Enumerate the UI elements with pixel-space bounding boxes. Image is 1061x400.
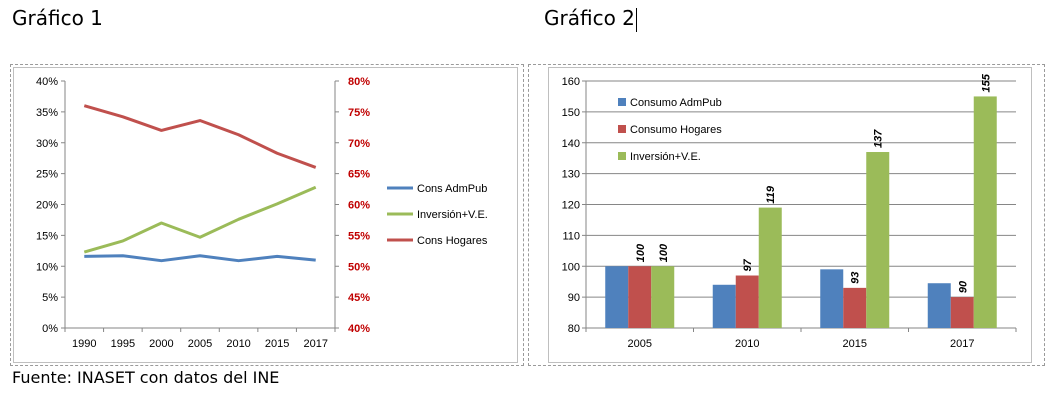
x-tick-label: 2010	[226, 338, 250, 350]
y-tick-label: 150	[562, 107, 580, 119]
legend-swatch	[618, 125, 626, 133]
y-right-tick-label: 60%	[348, 200, 370, 212]
bar-data-label: 100	[658, 243, 670, 262]
y-tick-label: 140	[562, 138, 580, 150]
bar	[651, 266, 675, 328]
text-cursor	[636, 8, 637, 32]
bar	[628, 266, 652, 328]
bar	[973, 96, 997, 328]
chart-1-heading: Gráfico 1	[12, 6, 103, 30]
x-tick-label: 2015	[843, 338, 867, 350]
y-tick-label: 80	[568, 323, 580, 335]
x-tick-label: 2005	[188, 338, 212, 350]
legend-label: Inversión+V.E.	[417, 209, 488, 221]
y-left-tick-label: 15%	[36, 230, 58, 242]
x-tick-label: 1990	[72, 338, 96, 350]
legend-label: Inversión+V.E.	[630, 151, 701, 163]
legend-label: Cons AdmPub	[417, 183, 487, 195]
chart-1-border	[13, 67, 518, 363]
bar	[843, 287, 867, 328]
bar-data-label: 90	[957, 280, 969, 293]
y-tick-label: 120	[562, 200, 580, 212]
y-tick-label: 130	[562, 169, 580, 181]
y-tick-label: 90	[568, 292, 580, 304]
bar	[866, 152, 890, 328]
y-right-tick-label: 40%	[348, 323, 370, 335]
y-left-tick-label: 5%	[42, 292, 58, 304]
source-note: Fuente: INASET con datos del INE	[12, 368, 280, 387]
series-line	[83, 185, 317, 254]
bar	[605, 266, 629, 328]
bar-chart: 80 90 100 110 120 130 140 150 160 2005 2010 2015 201…	[548, 67, 1032, 363]
y-left-tick-label: 10%	[36, 261, 58, 273]
x-tick-label: 2015	[265, 338, 289, 350]
bar-data-label: 97	[742, 258, 754, 271]
bar	[758, 207, 782, 328]
x-tick-label: 2010	[735, 338, 759, 350]
y-left-tick-label: 30%	[36, 138, 58, 150]
series-line	[84, 254, 316, 263]
y-right-tick-label: 45%	[348, 292, 370, 304]
y-left-tick-label: 0%	[42, 323, 58, 335]
y-left-tick-label: 25%	[36, 169, 58, 181]
y-right-tick-label: 50%	[348, 261, 370, 273]
bar	[735, 275, 759, 328]
y-tick-label: 160	[562, 76, 580, 88]
bar	[712, 284, 736, 328]
x-tick-label: 2005	[628, 338, 652, 350]
chart-2-heading: Gráfico 2	[544, 6, 635, 30]
x-tick-label: 2000	[149, 338, 173, 350]
legend-label: Consumo AdmPub	[630, 97, 722, 109]
y-right-tick-label: 75%	[348, 107, 370, 119]
y-right-tick-label: 80%	[348, 76, 370, 88]
bar-data-label: 155	[980, 73, 992, 92]
chart-2-frame[interactable]	[528, 64, 1045, 366]
legend-swatch	[618, 98, 626, 106]
bar-data-label: 93	[850, 272, 862, 284]
bar-data-label: 137	[873, 129, 885, 148]
bar	[927, 283, 951, 328]
legend-label: Cons Hogares	[417, 235, 488, 247]
y-tick-label: 100	[562, 261, 580, 273]
line-chart: 0% 5% 10% 15% 20% 25% 30% 35% 40% 40% 45% 50% 55% 60%…	[13, 67, 518, 363]
chart-1-frame[interactable]	[10, 64, 524, 366]
bar-data-label: 100	[635, 243, 647, 262]
x-tick-label: 1995	[111, 338, 135, 350]
y-tick-label: 110	[562, 230, 580, 242]
bar	[820, 269, 844, 328]
bar	[950, 297, 974, 328]
y-left-tick-label: 20%	[36, 200, 58, 212]
legend-label: Consumo Hogares	[630, 124, 722, 136]
bar-data-label: 119	[765, 185, 777, 203]
y-left-tick-label: 40%	[36, 76, 58, 88]
y-right-tick-label: 55%	[348, 230, 370, 242]
y-right-tick-label: 65%	[348, 169, 370, 181]
y-left-tick-label: 35%	[36, 107, 58, 119]
y-right-tick-label: 70%	[348, 138, 370, 150]
x-tick-label: 2017	[303, 338, 327, 350]
x-tick-label: 2017	[950, 338, 974, 350]
series-line	[83, 104, 317, 169]
legend-swatch	[618, 152, 626, 160]
